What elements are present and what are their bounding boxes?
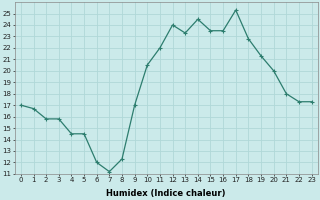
X-axis label: Humidex (Indice chaleur): Humidex (Indice chaleur): [107, 189, 226, 198]
